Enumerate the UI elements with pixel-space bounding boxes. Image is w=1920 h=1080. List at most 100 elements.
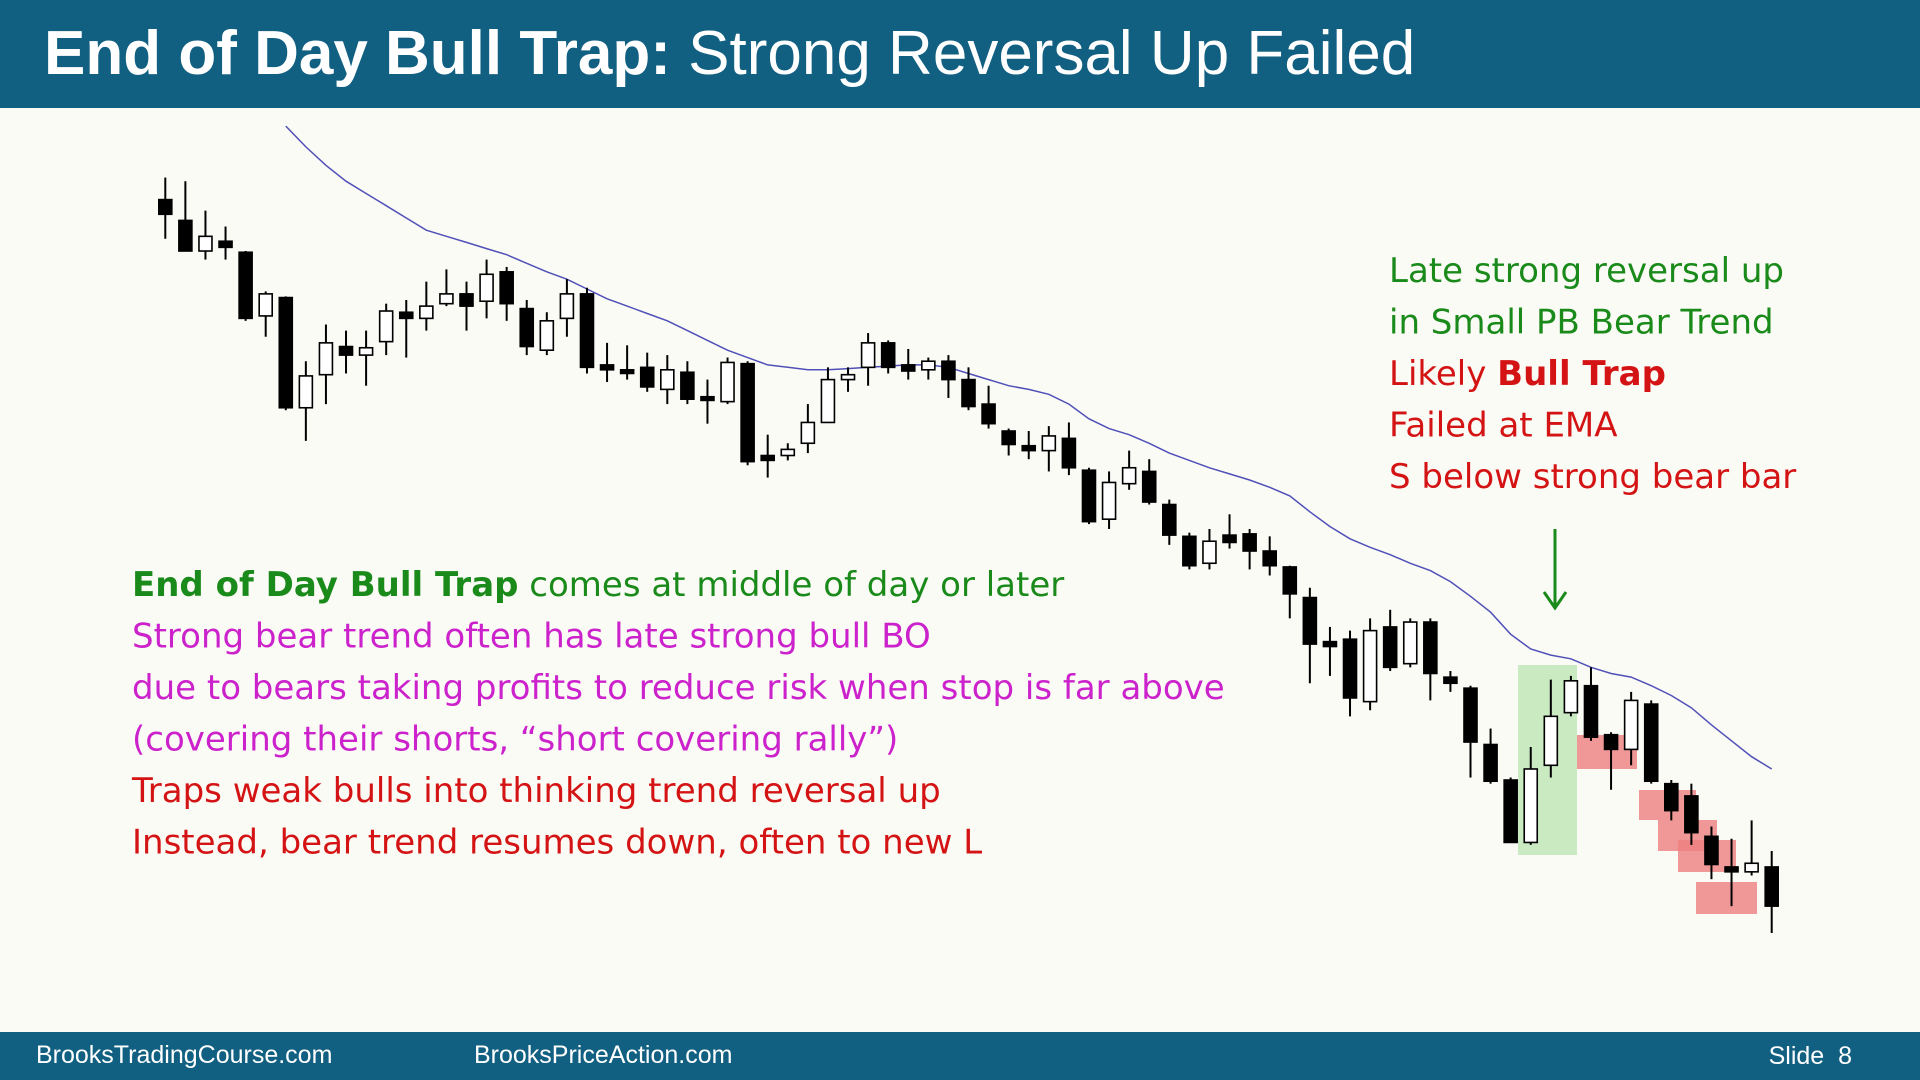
candle-body xyxy=(1643,703,1659,783)
annotation-run: Bull Trap xyxy=(1497,354,1666,394)
candle-body xyxy=(1764,866,1779,907)
candle-body xyxy=(439,293,454,305)
candle-body xyxy=(900,364,916,372)
annotation-run: End of Day Bull Trap xyxy=(132,565,518,605)
candle-body xyxy=(1664,782,1679,812)
candle-body xyxy=(1182,535,1197,567)
annotation-run: in Small PB Bear Trend xyxy=(1389,303,1774,343)
candle-body xyxy=(579,293,595,369)
candle-body xyxy=(278,296,294,409)
candle-body xyxy=(1262,550,1277,567)
candle-body xyxy=(1242,533,1257,552)
candle-body xyxy=(780,448,796,457)
candle-body xyxy=(880,342,896,369)
candle-body xyxy=(1402,621,1418,665)
candle-body xyxy=(1463,687,1478,743)
annotation-run: (covering their shorts, “short covering … xyxy=(132,720,898,760)
candle-body xyxy=(258,293,274,317)
candle-body xyxy=(419,305,434,320)
annotation-run: due to bears taking profits to reduce ri… xyxy=(132,668,1225,708)
candle-body xyxy=(1302,596,1318,645)
annotation-line: Likely Bull Trap xyxy=(1389,354,1666,394)
annotation-run: comes at middle of day or later xyxy=(518,565,1064,605)
candle-body xyxy=(539,320,555,352)
annotation-line: in Small PB Bear Trend xyxy=(1389,303,1774,343)
annotation-line: Failed at EMA xyxy=(1389,406,1618,446)
candle-body xyxy=(1684,795,1699,834)
annotation-run: Traps weak bulls into thinking trend rev… xyxy=(131,771,941,811)
candle-body xyxy=(680,371,695,400)
candle-body xyxy=(1583,684,1599,738)
candle-body xyxy=(1503,779,1518,844)
candle-body xyxy=(961,378,976,408)
candle-body xyxy=(1724,866,1739,873)
candle-body xyxy=(820,378,836,424)
candle-body xyxy=(1282,566,1298,595)
candle-body xyxy=(1563,680,1579,714)
arrow xyxy=(1542,529,1568,611)
candle-body xyxy=(158,198,173,216)
candle-body xyxy=(619,368,635,375)
candle-body xyxy=(860,342,876,369)
candle-body xyxy=(198,235,213,252)
candle-body xyxy=(1061,437,1077,469)
candle-body xyxy=(559,293,575,320)
candle-body xyxy=(1342,638,1358,699)
candle-body xyxy=(1362,629,1378,703)
candle-body xyxy=(1021,444,1037,452)
annotation-run: Instead, bear trend resumes down, often … xyxy=(132,823,982,863)
candle-body xyxy=(358,346,374,356)
candle-body xyxy=(1081,469,1097,523)
annotation-line: due to bears taking profits to reduce ri… xyxy=(132,668,1225,708)
annotation-line: Late strong reversal up xyxy=(1389,251,1784,291)
candle-body xyxy=(1603,733,1619,751)
candle-body xyxy=(1543,715,1559,767)
annotation-run: Likely xyxy=(1389,354,1497,394)
candle-body xyxy=(298,375,314,409)
candle-body xyxy=(1382,626,1398,669)
candle-body xyxy=(459,293,474,307)
annotation-run: Failed at EMA xyxy=(1389,406,1618,446)
candle-body xyxy=(800,421,816,445)
slide-number: Slide 8 xyxy=(1769,1042,1852,1070)
annotation-run: Strong bear trend often has late strong … xyxy=(132,617,931,657)
candle-body xyxy=(1001,430,1016,446)
candle-body xyxy=(338,345,354,356)
slide-title: End of Day Bull Trap: Strong Reversal Up… xyxy=(44,19,1415,88)
footer-bar xyxy=(0,1032,1920,1080)
candle-body xyxy=(840,373,856,381)
red-highlight xyxy=(1696,882,1757,914)
candle-body xyxy=(981,403,996,425)
candle-body xyxy=(1202,540,1217,565)
candle-body xyxy=(1041,435,1057,452)
annotation-run: S below strong bear bar xyxy=(1389,457,1796,497)
candle-body xyxy=(178,219,193,252)
notes: Late strong reversal up in Small PB Bear … xyxy=(131,251,1796,863)
candle-body xyxy=(1141,470,1157,503)
candle-body xyxy=(921,360,936,371)
candle-body xyxy=(1744,862,1759,873)
candle-body xyxy=(519,307,535,348)
header-bar xyxy=(0,0,1920,108)
candle-body xyxy=(599,364,615,371)
candle-body xyxy=(1623,699,1639,751)
ema-line xyxy=(285,125,1773,770)
candle-body xyxy=(499,271,514,305)
candle-body xyxy=(639,366,655,388)
annotation-line: (covering their shorts, “short covering … xyxy=(132,720,898,760)
candle-body xyxy=(720,361,735,403)
annotation-line: Strong bear trend often has late strong … xyxy=(132,617,931,657)
candle-body xyxy=(398,311,414,320)
candle-body xyxy=(1162,503,1177,536)
candle-body xyxy=(378,310,394,343)
title-rest: Strong Reversal Up Failed xyxy=(671,19,1415,88)
annotation-line: S below strong bear bar xyxy=(1389,457,1796,497)
candle-body xyxy=(740,362,755,463)
candle-body xyxy=(1322,640,1338,648)
candle-body xyxy=(1101,481,1117,520)
title-bold: End of Day Bull Trap: xyxy=(44,19,671,88)
annotation-run: Late strong reversal up xyxy=(1389,251,1784,291)
